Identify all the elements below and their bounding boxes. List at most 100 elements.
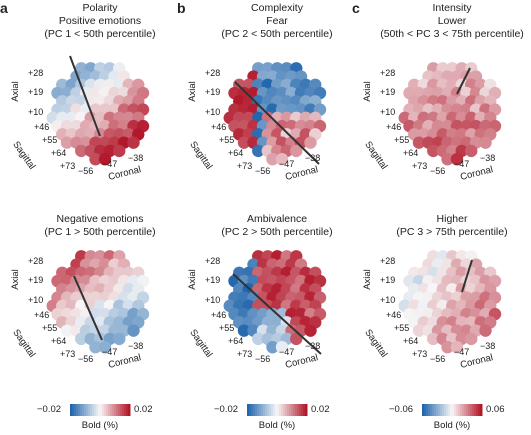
condition-title: Fear	[266, 15, 288, 27]
sagittal-tick: +46	[386, 310, 402, 320]
colorbar	[422, 404, 483, 416]
axial-tick: +28	[205, 256, 221, 266]
sagittal-tick: +64	[403, 148, 419, 158]
axial-tick: +28	[28, 256, 44, 266]
sagittal-tick: +73	[237, 161, 253, 171]
slice-line	[73, 275, 103, 341]
voxel	[304, 324, 317, 337]
axial-tick: +19	[380, 275, 396, 285]
sagittal-label: Sagittal	[187, 327, 215, 360]
condition-title: Ambivalence	[246, 213, 308, 225]
voxel	[75, 332, 88, 346]
sagittal-tick: +64	[51, 336, 67, 346]
percentile-title: (PC 2 > 50th percentile)	[221, 226, 333, 238]
axial-tick: +10	[28, 295, 44, 305]
colorbar-label: Bold (%)	[433, 420, 471, 431]
axial-tick: +28	[205, 68, 221, 78]
sagittal-label: Sagittal	[362, 139, 390, 172]
condition-title: Lower	[437, 15, 467, 27]
coronal-tick: −56	[255, 354, 271, 364]
sagittal-tick: +55	[394, 323, 410, 333]
coronal-tick: −38	[128, 341, 144, 351]
colorbar-label: Bold (%)	[258, 420, 296, 431]
axial-tick: +10	[28, 107, 44, 117]
sagittal-tick: +46	[34, 122, 50, 132]
axial-tick: +28	[380, 68, 396, 78]
axial-tick: +10	[205, 107, 221, 117]
condition-title: Negative emotions	[56, 213, 144, 225]
condition-title: Higher	[436, 213, 468, 225]
sagittal-tick: +73	[412, 161, 428, 171]
voxel	[237, 136, 251, 149]
voxel	[252, 144, 265, 158]
voxel	[127, 324, 140, 337]
voxel	[427, 144, 440, 158]
voxel	[237, 324, 251, 337]
sagittal-tick: +64	[228, 148, 244, 158]
coronal-tick: −47	[454, 347, 470, 357]
coronal-tick: −38	[480, 341, 496, 351]
voxel	[60, 324, 74, 337]
sagittal-tick: +64	[403, 336, 419, 346]
voxel	[290, 332, 303, 346]
voxel	[275, 340, 289, 354]
voxel	[479, 136, 492, 149]
axial-label: Axial	[361, 269, 373, 290]
axial-label: Axial	[186, 81, 198, 102]
brain-top	[398, 62, 502, 166]
voxel	[412, 136, 426, 149]
voxel	[450, 152, 464, 166]
brain-top	[46, 62, 150, 166]
column-title: Complexity	[251, 2, 303, 14]
coronal-tick: −47	[102, 159, 118, 169]
condition-title: Positive emotions	[58, 15, 142, 27]
brain-bottom	[223, 250, 327, 354]
voxel	[427, 332, 440, 346]
axial-label: Axial	[9, 269, 21, 290]
axial-label: Axial	[9, 81, 21, 102]
sagittal-tick: +73	[412, 349, 428, 359]
voxel	[441, 340, 454, 354]
axial-tick: +19	[28, 87, 44, 97]
sagittal-tick: +73	[60, 349, 76, 359]
colorbar	[247, 404, 308, 416]
sagittal-tick: +46	[211, 122, 227, 132]
voxel	[113, 144, 126, 158]
sagittal-tick: +64	[228, 336, 244, 346]
sagittal-tick: +55	[219, 323, 235, 333]
axial-tick: +10	[380, 107, 396, 117]
voxel	[465, 332, 478, 346]
axial-label: Axial	[186, 269, 198, 290]
voxel	[450, 340, 464, 354]
voxel	[89, 152, 102, 166]
colorbar-max: 0.02	[311, 404, 330, 415]
percentile-title: (PC 2 < 50th percentile)	[221, 28, 333, 40]
coronal-tick: −47	[454, 159, 470, 169]
sagittal-label: Sagittal	[10, 327, 38, 360]
sagittal-tick: +55	[219, 135, 235, 145]
sagittal-tick: +73	[60, 161, 76, 171]
voxel	[60, 136, 74, 149]
sagittal-tick: +46	[211, 310, 227, 320]
sagittal-tick: +46	[386, 122, 402, 132]
sagittal-label: Sagittal	[10, 139, 38, 172]
coronal-tick: −56	[255, 166, 271, 176]
coronal-tick: −38	[305, 153, 321, 163]
panel-letter: b	[177, 0, 186, 16]
axial-label: Axial	[361, 81, 373, 102]
axial-tick: +19	[28, 275, 44, 285]
sagittal-label: Sagittal	[187, 139, 215, 172]
voxel	[465, 144, 478, 158]
coronal-tick: −47	[279, 347, 295, 357]
coronal-tick: −38	[128, 153, 144, 163]
percentile-title: (PC 1 > 50th percentile)	[44, 226, 156, 238]
coronal-tick: −56	[78, 354, 94, 364]
sagittal-label: Sagittal	[362, 327, 390, 360]
brain-bottom	[46, 250, 150, 354]
voxel	[304, 136, 317, 149]
voxel	[98, 340, 112, 354]
voxel	[127, 136, 140, 149]
percentile-title: (50th < PC 3 < 75th percentile)	[380, 28, 524, 40]
colorbar-label: Bold (%)	[81, 420, 119, 431]
voxel	[412, 324, 426, 337]
